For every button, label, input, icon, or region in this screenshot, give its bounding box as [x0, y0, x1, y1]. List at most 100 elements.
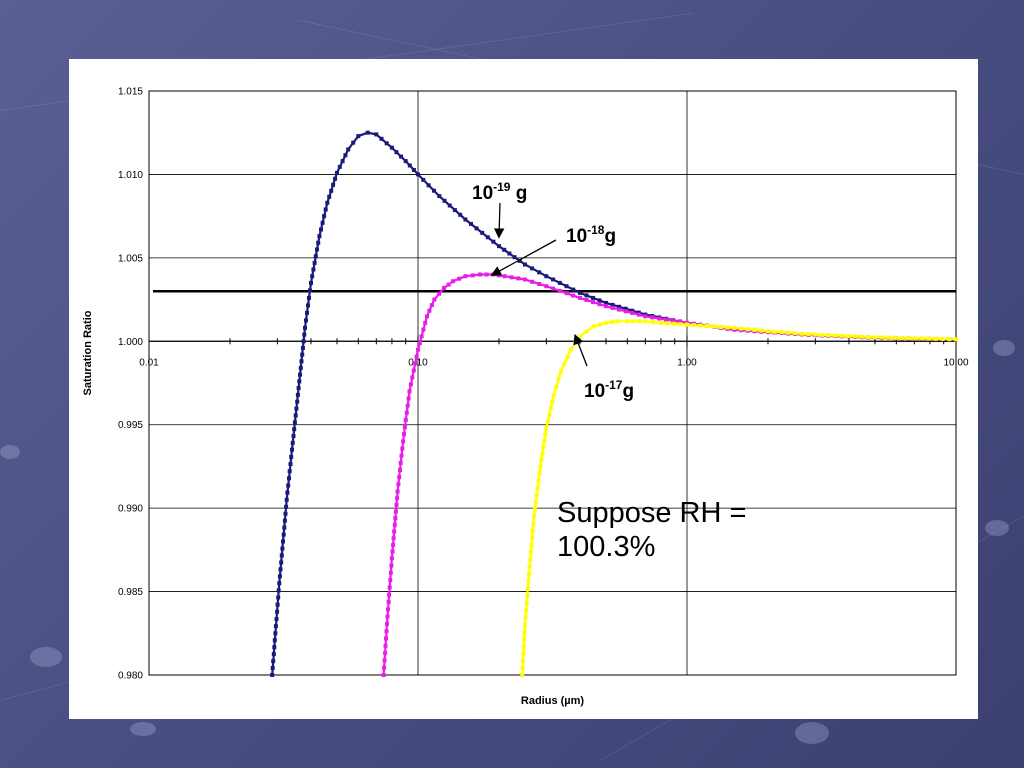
series-marker: [394, 502, 399, 507]
series-marker: [564, 291, 569, 296]
series-marker: [284, 504, 289, 509]
series-marker: [658, 320, 663, 325]
series-marker: [509, 275, 514, 280]
series-marker: [545, 419, 550, 424]
series-marker: [335, 170, 339, 175]
series-marker: [382, 658, 387, 663]
y-tick-label: 0.985: [118, 587, 143, 598]
series-marker: [278, 567, 283, 572]
series-marker: [520, 665, 525, 670]
series-marker: [542, 438, 547, 443]
series-marker: [304, 318, 308, 323]
series-marker: [280, 546, 285, 551]
y-axis-title: Saturation Ratio: [82, 310, 94, 395]
series-marker: [323, 207, 328, 212]
series-marker: [826, 333, 831, 338]
series-marker: [623, 309, 628, 314]
series-marker: [293, 413, 298, 418]
series-marker: [651, 320, 656, 325]
series-marker: [302, 332, 307, 337]
series-marker: [281, 539, 285, 544]
series-marker: [437, 291, 442, 296]
series-marker: [573, 341, 578, 345]
series-marker: [458, 212, 463, 217]
series-marker: [544, 284, 549, 289]
series-marker: [411, 168, 416, 172]
series-marker: [636, 312, 641, 317]
series-marker: [374, 132, 379, 137]
series-marker: [401, 439, 406, 444]
series-marker: [853, 334, 858, 339]
series-marker: [275, 602, 280, 607]
series-marker: [698, 323, 703, 328]
series-marker: [531, 521, 536, 526]
series-marker: [403, 159, 408, 164]
series-marker: [308, 288, 312, 293]
series-marker: [295, 399, 300, 404]
series-marker: [604, 300, 608, 305]
series-marker: [893, 335, 898, 340]
series-marker: [387, 592, 392, 597]
annotation-label: 10-17g: [584, 378, 634, 402]
annotation-label: 10-19 g: [472, 180, 527, 204]
series-marker: [527, 571, 532, 576]
series-marker: [502, 247, 507, 252]
series-marker: [463, 274, 468, 279]
series-marker: [597, 302, 602, 307]
series-marker: [793, 331, 797, 336]
series-marker: [399, 154, 404, 159]
series-marker: [562, 362, 567, 367]
series-marker: [381, 673, 386, 677]
series-marker: [340, 159, 345, 164]
series-marker: [395, 489, 400, 494]
series-marker: [604, 304, 608, 309]
series-marker: [535, 485, 540, 490]
rh-note: Suppose RH = 100.3%: [557, 496, 817, 564]
series-marker: [597, 322, 602, 327]
series-marker: [497, 244, 501, 249]
series-marker: [282, 518, 287, 523]
series-marker: [637, 319, 642, 324]
series-marker: [551, 286, 556, 291]
series-marker: [718, 325, 723, 329]
series-marker: [584, 329, 589, 334]
series-marker: [442, 198, 447, 203]
series-marker: [395, 496, 400, 501]
series-marker: [591, 300, 595, 305]
series-marker: [411, 368, 416, 373]
series-marker: [685, 322, 689, 327]
series-marker: [478, 272, 482, 277]
series-marker: [284, 497, 289, 502]
series-marker: [285, 490, 290, 495]
series-marker: [752, 327, 757, 332]
annotation-label: 10-18g: [566, 223, 616, 247]
series-marker: [491, 239, 496, 244]
series-marker: [947, 337, 952, 342]
series-marker: [425, 314, 429, 319]
series-marker: [485, 235, 490, 240]
series-marker: [429, 303, 434, 308]
y-tick-label: 1.005: [118, 253, 143, 264]
series-marker: [414, 354, 419, 359]
series-marker: [571, 293, 576, 298]
series-marker: [617, 307, 622, 312]
series-marker: [389, 563, 394, 568]
series-marker: [525, 593, 530, 598]
series-marker: [385, 621, 389, 626]
series-marker: [423, 320, 428, 325]
series-marker: [384, 141, 389, 146]
series-marker: [671, 318, 676, 323]
series-marker: [276, 595, 281, 600]
series-marker: [530, 279, 535, 284]
series-marker: [527, 564, 532, 569]
series-marker: [584, 293, 589, 298]
series-marker: [559, 369, 563, 374]
series-marker: [786, 330, 791, 335]
series-marker: [386, 607, 390, 612]
series-marker: [839, 333, 844, 338]
series-marker: [287, 476, 291, 481]
series-marker: [523, 622, 527, 627]
series-marker: [548, 406, 553, 410]
y-tick-label: 0.990: [118, 504, 143, 515]
series-marker: [523, 615, 528, 620]
